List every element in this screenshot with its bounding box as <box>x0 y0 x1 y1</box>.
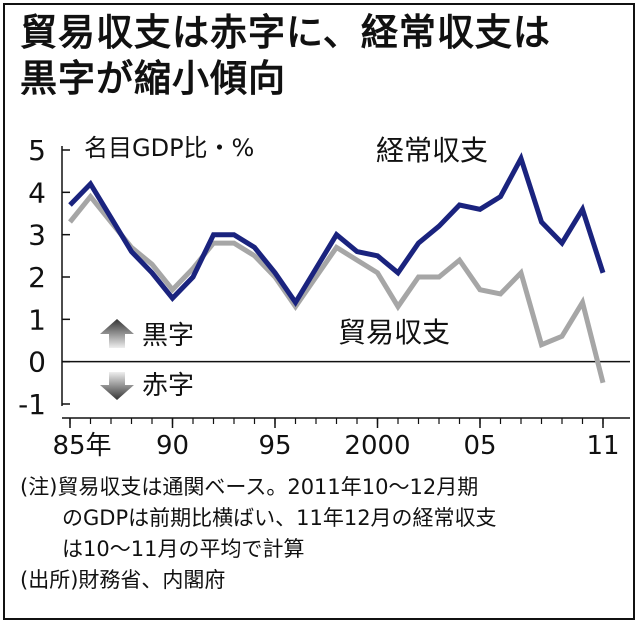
y-tick-label-3: 3 <box>28 219 46 252</box>
y-tick-label-0: 0 <box>28 346 46 379</box>
chart-title: 貿易収支は赤字に、経常収支は 黒字が縮小傾向 <box>20 10 551 102</box>
x-tick-label-1990: 90 <box>156 431 189 461</box>
y-axis-label: 名目GDP比・% <box>84 134 254 162</box>
title-line-2: 黒字が縮小傾向 <box>20 57 286 100</box>
series-line-0 <box>68 152 606 307</box>
x-tick-label-2000: 2000 <box>344 431 410 461</box>
note-line-3: は10～11月の平均で計算 <box>20 537 305 561</box>
y-tick-label-4: 4 <box>28 176 46 209</box>
title-line-1: 貿易収支は赤字に、経常収支は <box>20 11 551 54</box>
note-line-1: (注)貿易収支は通関ベース。2011年10～12月期 <box>20 475 479 499</box>
x-tick-label-1985: 85年 <box>52 431 111 461</box>
surplus-arrow-icon <box>100 319 134 348</box>
legend-surplus: 黒字 <box>142 321 194 351</box>
series-label-trade-balance: 貿易収支 <box>338 316 450 349</box>
x-tick-label-2011: 11 <box>586 431 619 461</box>
note-line-2: のGDPは前期比横ばい、11年12月の経常収支 <box>20 506 497 530</box>
y-tick-label-2: 2 <box>28 261 46 294</box>
x-tick-label-2005: 05 <box>463 431 496 461</box>
deficit-arrow-icon <box>100 372 134 400</box>
y-tick-label-5: 5 <box>28 134 46 167</box>
source-line: (出所)財務省、内閣府 <box>20 568 226 592</box>
x-tick-label-1995: 95 <box>258 431 291 461</box>
series-label-current-account: 経常収支 <box>376 134 488 167</box>
series-line-1 <box>68 192 606 384</box>
y-tick-label-1: 1 <box>28 303 46 336</box>
y-tick-label--1: -1 <box>18 388 46 421</box>
legend-deficit: 赤字 <box>142 371 194 401</box>
notes: (注)貿易収支は通関ベース。2011年10～12月期 のGDPは前期比横ばい、1… <box>20 472 635 596</box>
figure-frame <box>3 3 635 620</box>
